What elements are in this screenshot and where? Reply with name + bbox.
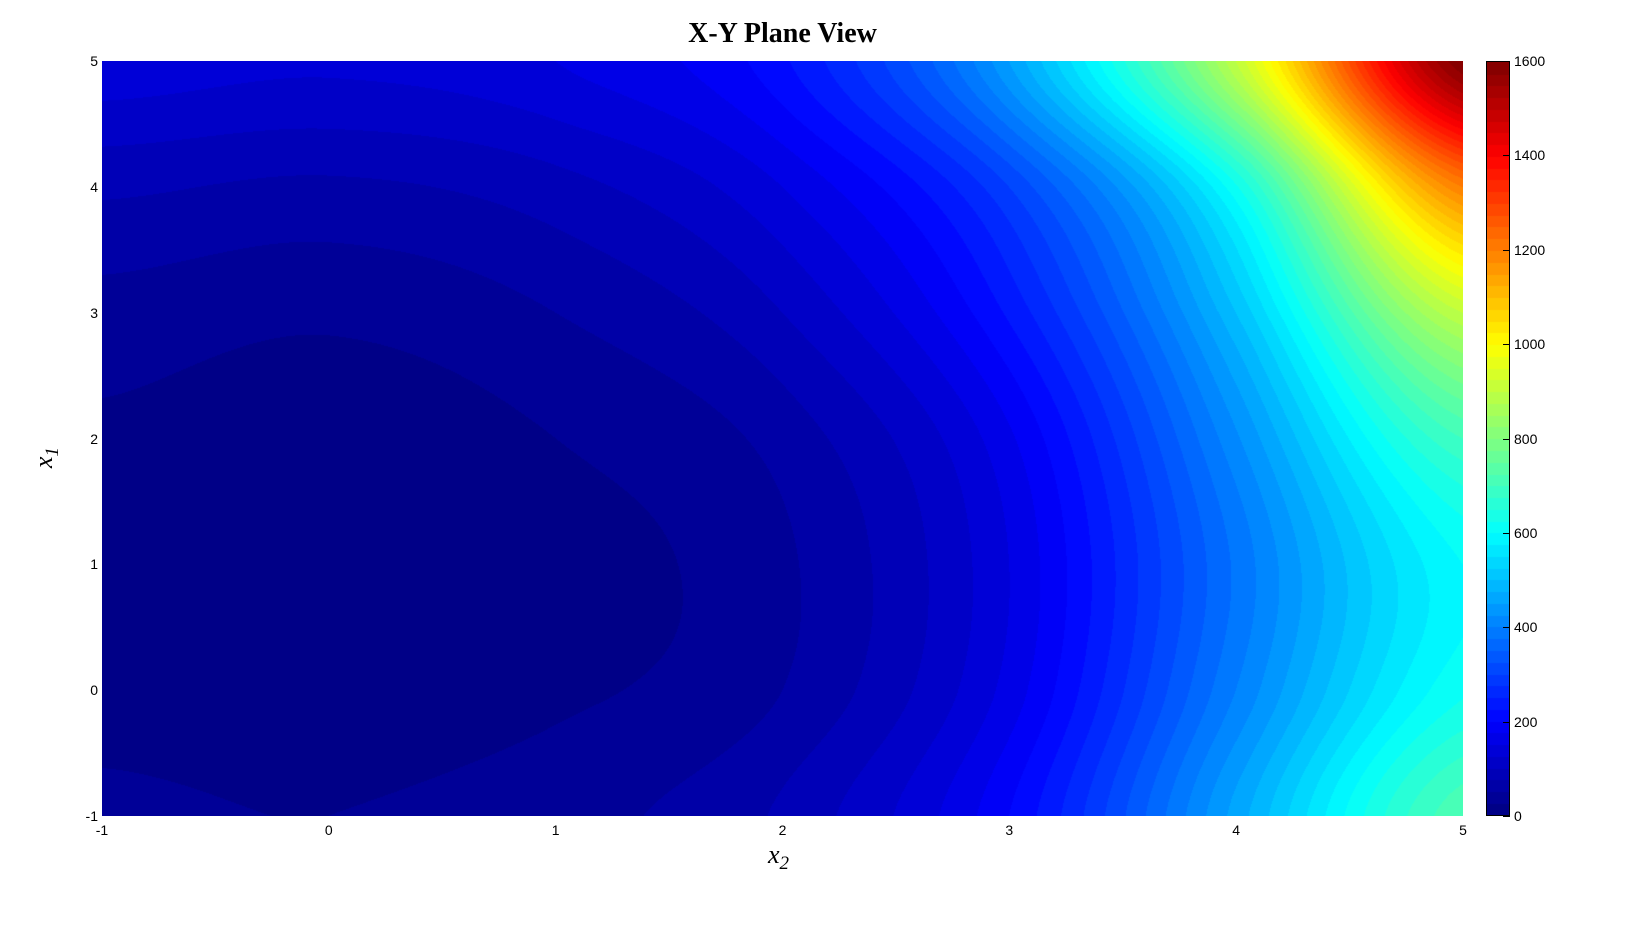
colorbar-tick-label: 1000	[1514, 336, 1546, 353]
heatmap-surface	[102, 61, 1463, 816]
x-axis-label-sub: 2	[779, 853, 790, 875]
colorbar-tick-label: 1400	[1514, 147, 1546, 164]
y-axis-label-base: x	[28, 456, 58, 469]
y-axis-label: x1	[29, 447, 64, 468]
y-tick-label: 3	[90, 304, 98, 321]
colorbar-tick-mark	[1503, 627, 1510, 629]
x-tick-label: -1	[95, 822, 109, 838]
colorbar-tick-mark	[1503, 155, 1510, 157]
y-axis-label-sub: 1	[42, 447, 64, 457]
colorbar-tick-label: 800	[1514, 430, 1538, 447]
x-tick-label: 3	[1005, 822, 1014, 838]
y-tick-label: 0	[90, 682, 98, 699]
y-tick-label: 1	[90, 556, 98, 573]
colorbar-tick-mark	[1503, 721, 1510, 723]
x-axis-label-base: x	[768, 840, 780, 869]
x-tick-label: 0	[324, 822, 333, 838]
colorbar-tick-label: 200	[1514, 713, 1538, 730]
y-tick-label: 5	[90, 53, 98, 69]
x-tick-label: 5	[1459, 822, 1467, 838]
colorbar-tick-label: 1600	[1514, 53, 1546, 69]
x-tick-label: 4	[1232, 822, 1241, 838]
y-tick-label: -1	[85, 808, 98, 824]
colorbar-tick-mark	[1503, 532, 1510, 534]
x-tick-label: 2	[778, 822, 787, 838]
colorbar-tick-mark	[1503, 344, 1510, 346]
colorbar-tick-mark	[1503, 249, 1510, 251]
y-tick-label: 2	[90, 430, 98, 447]
colorbar-tick-label: 0	[1514, 808, 1522, 824]
colorbar-tick-label: 600	[1514, 524, 1538, 541]
colorbar-tick-label: 400	[1514, 619, 1538, 636]
chart-title: X-Y Plane View	[688, 18, 877, 49]
x-axis-label: x2	[768, 840, 789, 875]
x-tick-label: 1	[551, 822, 560, 838]
colorbar-tick-mark	[1503, 61, 1510, 62]
colorbar-tick-label: 1200	[1514, 241, 1546, 258]
colorbar-tick-mark	[1503, 438, 1510, 440]
y-tick-label: 4	[90, 178, 98, 195]
colorbar-tick-mark	[1503, 816, 1510, 817]
plot-area	[102, 61, 1463, 816]
